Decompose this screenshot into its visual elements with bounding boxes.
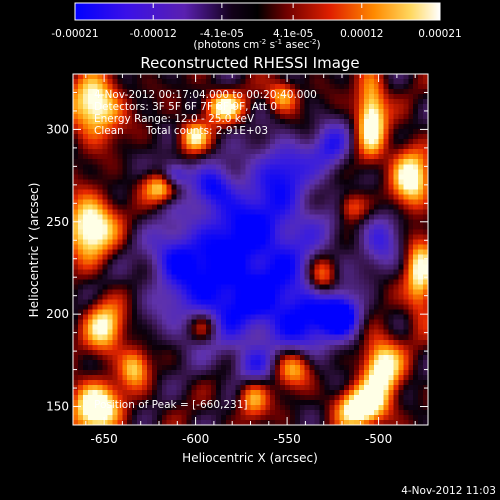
y-axis-tick-label: 150 [46,400,69,414]
y-axis-ticks [73,91,428,408]
rhessi-image-map [73,74,428,425]
annotation-peak-position: Position of Peak = [-660,231] [94,399,248,411]
x-axis-tick-label: -500 [365,432,392,446]
x-axis-ticks [85,74,416,425]
colorbar-tick-label: -4.1e-05 [200,28,244,40]
annotation-detectors: Detectors: 3F 5F 6F 7F 8F 9F, Att 0 [94,101,277,113]
footer-timestamp: 4-Nov-2012 11:03 [401,485,496,497]
colorbar-tick-label: -0.00012 [130,28,177,40]
y-axis-tick-labels: 150 200 250 300 [46,122,69,413]
colorbar-tick-labels: -0.00021 -0.00012 -4.1e-05 4.1e-05 0.00012 0.… [51,28,461,40]
annotation-algorithm: Clean [94,125,124,137]
colorbar-tick-label: -0.00021 [51,28,98,40]
colorbar-tick-label: 0.00012 [340,28,383,40]
y-axis-label: Heliocentric Y (arcsec) [27,183,41,318]
y-axis-tick-label: 250 [46,215,69,229]
x-axis-tick-label: -600 [182,432,209,446]
colorbar-tick-label: 4.1e-05 [273,28,313,40]
y-axis-tick-label: 300 [46,122,69,136]
x-axis-label: Heliocentric X (arcsec) [182,451,318,465]
annotation-energy-range: Energy Range: 12.0 - 25.0 keV [94,113,255,125]
annotation-time-range: 4-Nov-2012 00:17:04.000 to 00:20:40.000 [94,89,317,101]
annotation-total-counts: Total counts: 2.91E+03 [145,125,268,137]
y-axis-tick-label: 200 [46,307,69,321]
colorbar-tick-label: 0.00021 [418,28,461,40]
x-axis-tick-labels: -650 -600 -550 -500 [90,432,392,446]
colorbar-units: (photons cm-2 s-1 asec-2) [193,38,320,51]
plot-title: Reconstructed RHESSI Image [140,54,359,72]
x-axis-tick-label: -650 [90,432,117,446]
x-axis-tick-label: -550 [273,432,300,446]
colorbar [74,2,441,21]
colorbar-ticks [74,3,441,20]
